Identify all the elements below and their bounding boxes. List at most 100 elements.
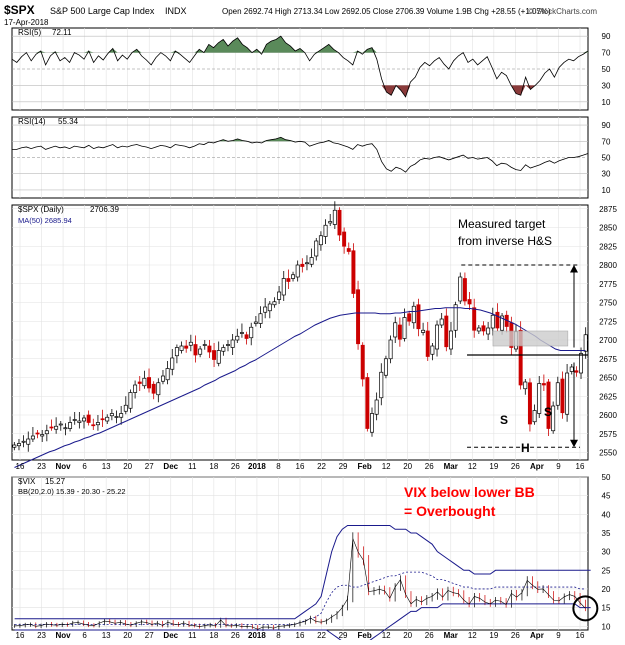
- x-tick-label: 8: [276, 631, 281, 640]
- candle-body: [435, 324, 440, 350]
- x-tick-label: 29: [339, 631, 348, 640]
- x-tick-label: Feb: [357, 631, 371, 640]
- x-tick-label: 20: [403, 462, 412, 471]
- x-tick-label: 18: [209, 462, 218, 471]
- candle-body: [555, 382, 560, 406]
- x-tick-label: 9: [556, 631, 561, 640]
- annotation-vix-note-2: = Overbought: [404, 503, 496, 519]
- candle-body: [421, 329, 426, 333]
- candle-body: [374, 399, 379, 415]
- candle-body: [300, 263, 305, 267]
- x-tick-label: 12: [468, 631, 477, 640]
- candle-body: [156, 382, 161, 396]
- x-tick-label: 16: [296, 631, 305, 640]
- bb-legend: BB(20,2.0) 15.39 - 20.30 - 25.22: [18, 487, 126, 496]
- price-tick-label: 2550: [599, 449, 617, 458]
- vix-tick-label: 50: [602, 473, 611, 482]
- candle-body: [453, 304, 458, 331]
- candle-body: [35, 432, 40, 435]
- x-tick-label: 26: [231, 631, 240, 640]
- candle-body: [356, 289, 361, 345]
- x-tick-label: 23: [37, 631, 46, 640]
- x-tick-label: 26: [425, 631, 434, 640]
- rsi14-legend-label: RSI(14): [18, 117, 46, 126]
- bb-upper-line: [14, 525, 591, 620]
- price-tick-label: 2625: [599, 392, 617, 401]
- annotation-inverse-hs: from inverse H&S: [458, 234, 552, 248]
- candle-body: [170, 357, 175, 370]
- bb-lower-line: [14, 603, 591, 645]
- x-tick-label: 20: [123, 462, 132, 471]
- rsi-oversold-fill: [12, 85, 588, 97]
- candle-body: [147, 377, 152, 389]
- watermark-text: © StockCharts.com: [528, 7, 597, 16]
- candle-body: [267, 303, 272, 312]
- candle-body: [351, 250, 356, 294]
- candle-body: [40, 434, 45, 437]
- candle-body: [342, 231, 347, 247]
- rsi-tick-label: 10: [602, 98, 611, 107]
- x-tick-label: 22: [317, 631, 326, 640]
- x-tick-label: 16: [296, 462, 305, 471]
- arrow-head: [570, 439, 578, 448]
- rsi5-panel: 90 70 50 30 10: [11, 32, 611, 107]
- vix-legend-value: 15.27: [45, 477, 66, 486]
- price-tick-label: 2700: [599, 336, 617, 345]
- candle-body: [379, 371, 384, 399]
- candle-body: [63, 427, 68, 430]
- x-tick-label: Apr: [530, 631, 544, 640]
- candle-body: [193, 344, 198, 356]
- candle-body: [430, 345, 435, 355]
- x-tick-label: 2018: [248, 631, 266, 640]
- candle-body: [314, 240, 319, 257]
- vix-tick-label: 15: [602, 604, 611, 613]
- price-tick-label: 2575: [599, 430, 617, 439]
- candle-body: [263, 306, 268, 313]
- candle-body: [486, 327, 491, 335]
- ma50-line: [14, 307, 586, 468]
- x-tick-label: 16: [16, 462, 25, 471]
- candle-body: [337, 209, 342, 236]
- x-tick-label: 6: [82, 631, 87, 640]
- x-tick-label: 22: [317, 462, 326, 471]
- annotation-vix-note-1: VIX below lower BB: [404, 484, 535, 500]
- candle-body: [439, 318, 444, 326]
- x-tick-label: 16: [576, 462, 585, 471]
- x-tick-label: 11: [188, 462, 197, 471]
- vix-legend-label: $VIX: [18, 477, 36, 486]
- x-tick-label: 12: [468, 462, 477, 471]
- candle-body: [188, 341, 193, 346]
- candle-body: [365, 377, 370, 429]
- rsi-tick-label: 70: [602, 49, 611, 58]
- candle-body: [58, 423, 63, 426]
- candle-body: [383, 358, 388, 376]
- x-tick-label: 6: [82, 462, 87, 471]
- candle-body: [346, 248, 351, 252]
- price-tick-label: 2650: [599, 374, 617, 383]
- rsi-tick-label: 90: [602, 32, 611, 41]
- x-tick-label: 8: [276, 462, 281, 471]
- candle-body: [179, 345, 184, 351]
- candle-body: [500, 315, 505, 331]
- candle-body: [230, 339, 235, 348]
- index-name: S&P 500 Large Cap Index: [50, 6, 155, 16]
- rsi14-legend-value: 55.34: [58, 117, 79, 126]
- x-tick-label: Nov: [56, 631, 72, 640]
- candle-body: [123, 404, 128, 412]
- vix-tick-label: 25: [602, 566, 611, 575]
- candle-body: [402, 317, 407, 339]
- candle-body: [397, 324, 402, 340]
- rsi-tick-label: 90: [602, 121, 611, 130]
- rsi-overbought-fill: [12, 36, 588, 53]
- candle-body: [467, 299, 472, 305]
- annotation-measured-target: Measured target: [458, 217, 546, 231]
- spx-legend-label: $SPX (Daily): [18, 205, 64, 214]
- highlight-circle: [572, 595, 599, 622]
- candle-body: [272, 301, 277, 306]
- candle-body: [495, 311, 500, 329]
- candle-body: [360, 344, 365, 380]
- x-tick-label: 16: [576, 631, 585, 640]
- candle-body: [26, 438, 31, 445]
